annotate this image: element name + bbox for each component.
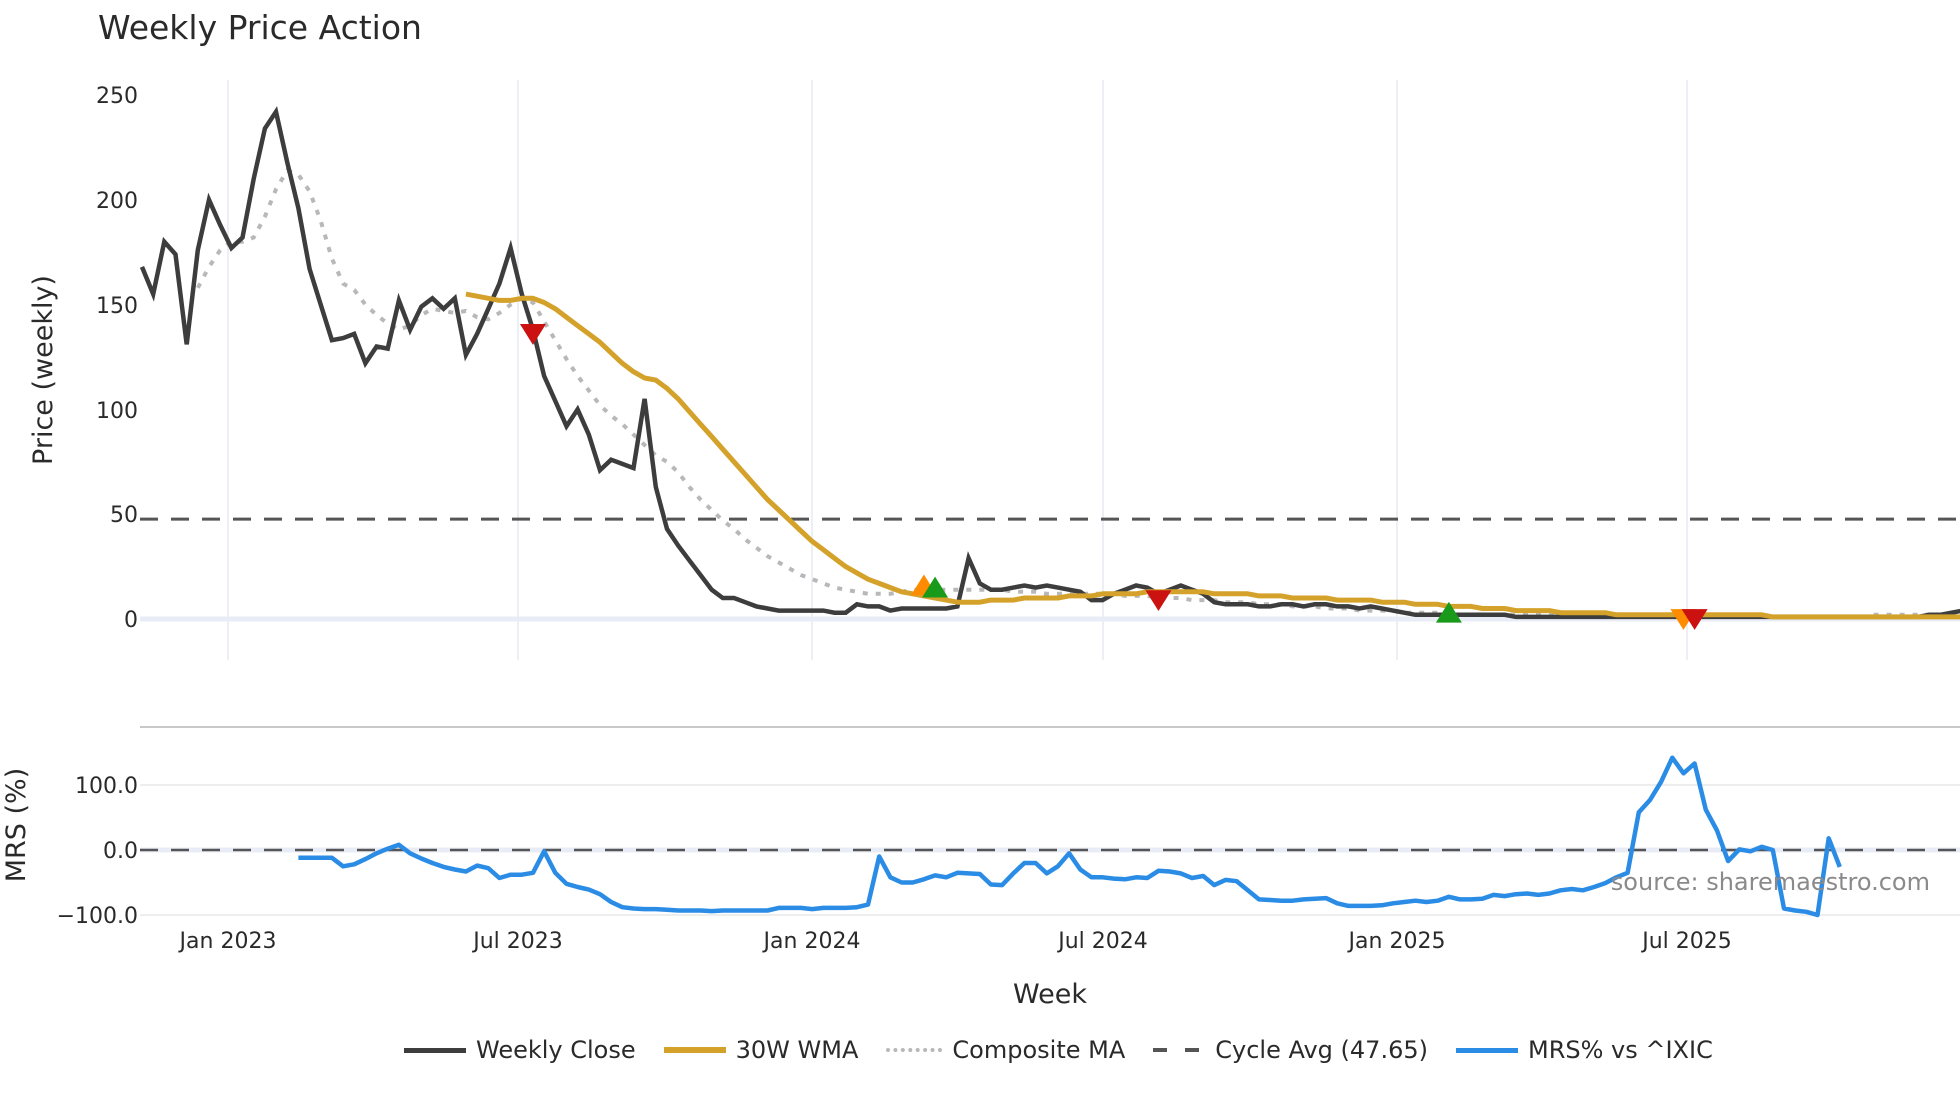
mrs-ytick-neg100: −100.0 [57,904,138,929]
xtick-jan-2025: Jan 2025 [1347,929,1446,954]
source-watermark: source: sharemaestro.com [1611,868,1930,896]
xtick-jul-2023: Jul 2023 [471,929,563,954]
legend-label: 30W WMA [735,1036,859,1064]
wma30-line [465,291,1960,620]
legend-label: Weekly Close [476,1036,636,1064]
legend-item-mrs[interactable]: MRS% vs ^IXIC [1455,1036,1713,1064]
legend-item-cycle-avg[interactable]: Cycle Avg (47.65) [1153,1036,1428,1064]
price-ytick-200: 200 [96,189,138,214]
legend-item-composite-ma[interactable]: Composite MA [886,1036,1125,1064]
legend-item-weekly-close[interactable]: Weekly Close [404,1036,636,1064]
chart-title: Weekly Price Action [98,8,422,47]
mrs-ytick-0: 0.0 [103,839,138,864]
xtick-jan-2024: Jan 2024 [762,929,861,954]
mrs-y-axis-title: MRS (%) [1,768,32,883]
sell-signal-triangle-down-icon [1145,590,1172,612]
legend-label: MRS% vs ^IXIC [1527,1036,1713,1064]
composite-ma-line [196,168,1960,619]
price-gridlines [140,80,1960,660]
mrs-line [298,755,1842,918]
legend-label: Composite MA [952,1036,1126,1064]
sell-signal-triangle-down-icon [1681,609,1708,630]
legend-item-30w-wma[interactable]: 30W WMA [663,1036,859,1064]
price-ytick-100: 100 [96,399,138,424]
price-ytick-250: 250 [96,84,138,109]
chart-legend: Weekly Close 30W WMA Composite MA Cycle … [404,1036,1741,1064]
price-ytick-0: 0 [124,608,138,633]
xtick-jul-2025: Jul 2025 [1640,929,1732,954]
price-y-ticks: 250 200 150 100 50 0 [96,84,138,633]
x-axis-title: Week [1013,979,1087,1010]
xtick-jan-2023: Jan 2023 [178,929,277,954]
signal-markers [519,324,1708,630]
price-ytick-150: 150 [96,294,138,319]
legend-swatch-solid-blue [1455,1047,1518,1053]
legend-swatch-solid-gold [663,1047,726,1053]
legend-swatch-solid-dark [404,1047,466,1053]
mrs-y-ticks: 100.0 0.0 −100.0 [57,774,138,929]
legend-swatch-dashed [1153,1048,1206,1052]
legend-label: Cycle Avg (47.65) [1215,1036,1428,1064]
xtick-jul-2024: Jul 2024 [1056,929,1148,954]
legend-swatch-dotted-gray [886,1048,943,1052]
price-ytick-50: 50 [110,503,138,528]
price-y-axis-title: Price (weekly) [28,275,59,465]
sell-signal-triangle-down-icon [519,324,546,345]
mrs-ytick-100: 100.0 [75,774,138,799]
buy-signal-triangle-up-icon [922,576,949,598]
buy-signal-triangle-up-icon [1435,601,1462,623]
x-ticks: Jan 2023 Jul 2023 Jan 2024 Jul 2024 Jan … [178,929,1732,954]
